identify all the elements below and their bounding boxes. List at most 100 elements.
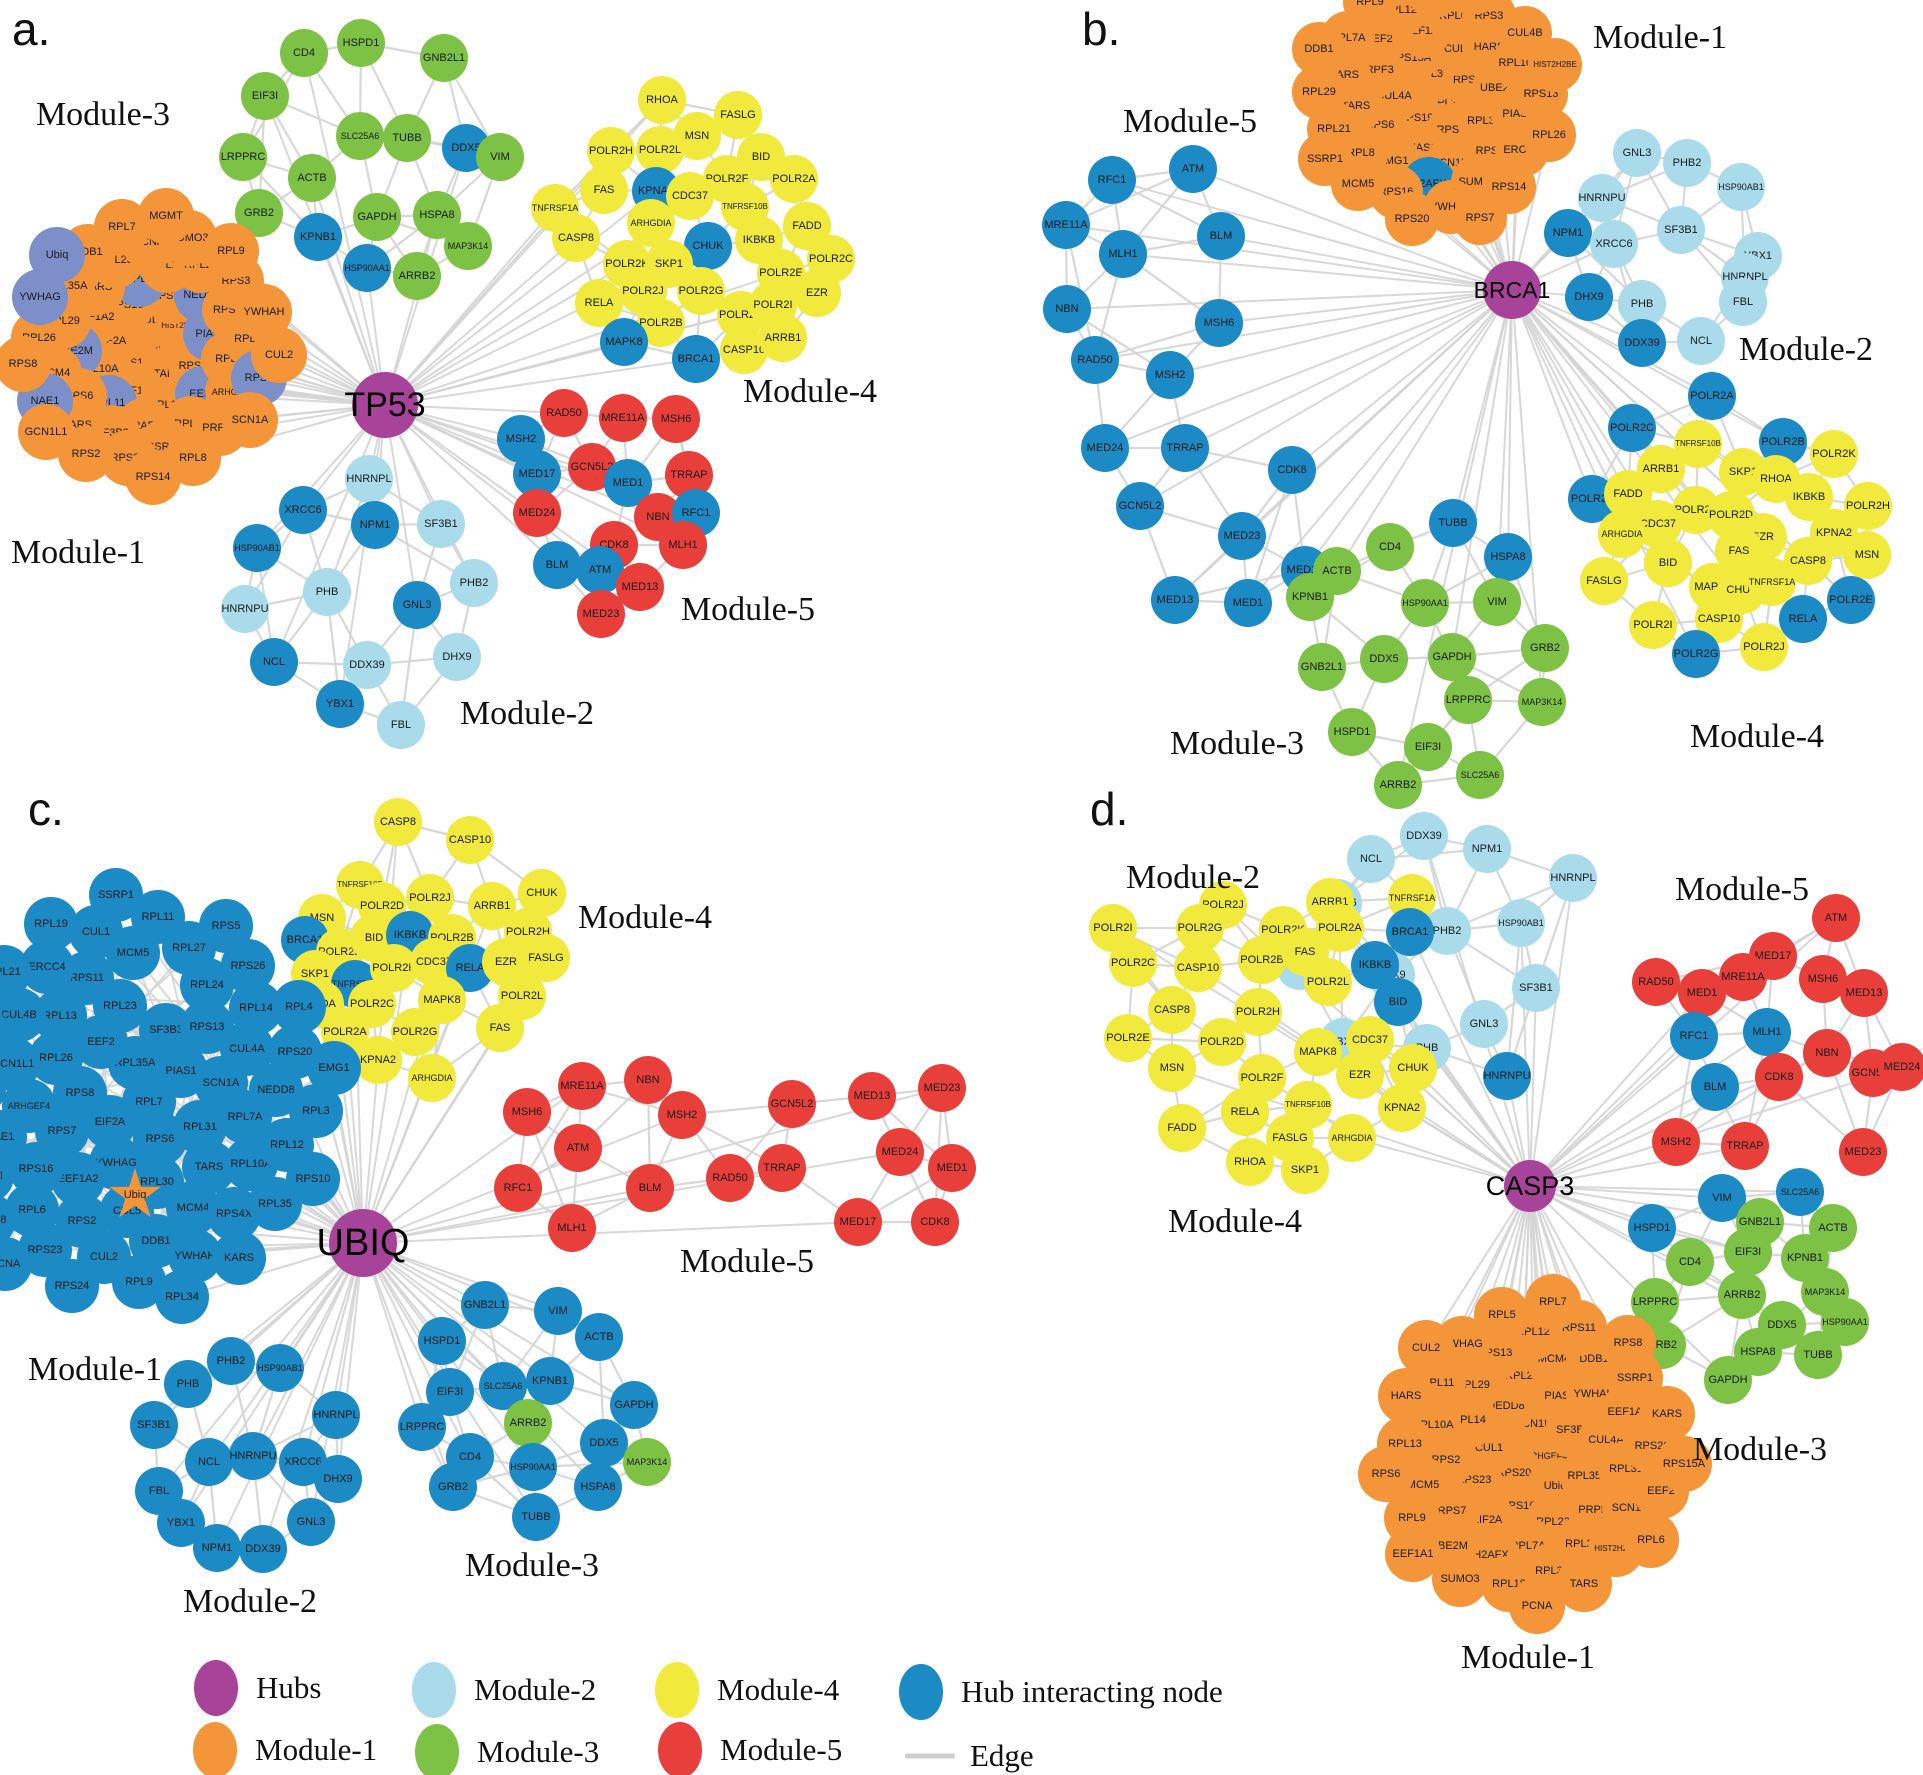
node-fbl[interactable]: FBL [377,701,425,749]
node-phb[interactable]: PHB [303,568,351,616]
node-rhoa[interactable]: RHOA [638,76,686,124]
node-rps10[interactable]: RPS10 [286,1152,340,1206]
node-polr2g[interactable]: POLR2G [677,267,725,315]
node-med1[interactable]: MED1 [928,1144,976,1192]
node-scn1a[interactable]: SCN1A [222,392,278,448]
node-mlh1[interactable]: MLH1 [548,1204,596,1252]
node-atm[interactable]: ATM [1169,145,1217,193]
node-ddx5[interactable]: DDX5 [1360,635,1408,683]
node-fadd[interactable]: FADD [1158,1104,1206,1152]
node-casp8[interactable]: CASP8 [374,798,422,846]
node-ezr[interactable]: EZR [1336,1051,1384,1099]
node-ybx1[interactable]: YBX1 [316,680,364,728]
node-xrcc6[interactable]: XRCC6 [279,486,327,534]
node-rpl7[interactable]: RPL7 [1525,1274,1581,1330]
node-polr2e[interactable]: POLR2E [1827,576,1875,624]
node-eef1a1[interactable]: EEF1A1 [1385,1526,1441,1582]
node-xrcc6[interactable]: XRCC6 [1590,220,1638,268]
node-cul2[interactable]: CUL2 [251,327,307,383]
node-polr2c[interactable]: POLR2C [1608,404,1656,452]
node-polr2a[interactable]: POLR2A [1688,372,1736,420]
node-slc25a6[interactable]: SLC25A6 [336,112,384,160]
node-gnb2l1[interactable]: GNB2L1 [461,1281,509,1329]
node-kpnb1[interactable]: KPNB1 [1286,573,1334,621]
node-pcna[interactable]: PCNA [1509,1578,1565,1634]
node-kpna2[interactable]: KPNA2 [1378,1084,1426,1132]
node-arrb2[interactable]: ARRB2 [393,252,441,300]
node-hspa8[interactable]: HSPA8 [574,1463,622,1511]
node-msn[interactable]: MSN [1148,1044,1196,1092]
node-bid[interactable]: BID [1644,539,1692,587]
node-hnrnpu[interactable]: HNRNPU [221,585,269,633]
node-cd4[interactable]: CD4 [1666,1238,1714,1286]
node-msh6[interactable]: MSH6 [1799,955,1847,1003]
node-phb2[interactable]: PHB2 [207,1337,255,1385]
node-polr2e[interactable]: POLR2E [1104,1014,1152,1062]
node-fadd[interactable]: FADD [783,202,831,250]
node-mlh1[interactable]: MLH1 [1743,1008,1791,1056]
node-cdc37[interactable]: CDC37 [666,172,714,220]
node-gcn1l1[interactable]: GCN1L1 [18,404,74,460]
node-faslg[interactable]: FASLG [1580,557,1628,605]
node-mre11a[interactable]: MRE11A [599,394,647,442]
node-kpnb1[interactable]: KPNB1 [294,213,342,261]
node-rad50[interactable]: RAD50 [1632,958,1680,1006]
node-med24[interactable]: MED24 [1081,424,1129,472]
node-hnrnpl[interactable]: HNRNPL [1549,854,1597,902]
node-blm[interactable]: BLM [533,541,581,589]
node-rpl26[interactable]: RPL26 [1522,108,1576,162]
node-casp8[interactable]: CASP8 [552,214,600,262]
node-rfc1[interactable]: RFC1 [1088,156,1136,204]
node-ncl[interactable]: NCL [1347,835,1395,883]
node-cul4b[interactable]: CUL4B [1498,6,1552,60]
node-msn[interactable]: MSN [1843,531,1891,579]
node-mapk8[interactable]: MAPK8 [1294,1028,1342,1076]
node-rps14[interactable]: RPS14 [125,449,181,505]
node-ddx5[interactable]: DDX5 [580,1419,628,1467]
node-vim[interactable]: VIM [476,133,524,181]
node-mlh1[interactable]: MLH1 [1099,230,1147,278]
node-med23[interactable]: MED23 [918,1064,966,1112]
node-blm[interactable]: BLM [626,1164,674,1212]
node-nbn[interactable]: NBN [1803,1029,1851,1077]
node-msh2[interactable]: MSH2 [1652,1118,1700,1166]
node-rps6[interactable]: RPS6 [1358,1446,1414,1502]
node-nbn[interactable]: NBN [1043,285,1091,333]
node-rfc1[interactable]: RFC1 [1670,1012,1718,1060]
node-ncl[interactable]: NCL [1677,317,1725,365]
node-vim[interactable]: VIM [1698,1174,1746,1222]
node-npm1[interactable]: NPM1 [193,1524,241,1572]
node-hsp90ab1[interactable]: HSP90AB1 [1717,163,1765,211]
node-rpl29[interactable]: RPL29 [0,1003,7,1057]
node-msh2[interactable]: MSH2 [658,1091,706,1139]
node-blm[interactable]: BLM [1197,212,1245,260]
node-polr2b[interactable]: POLR2B [1238,936,1286,984]
node-mre11a[interactable]: MRE11A [1719,953,1767,1001]
node-hnrnpu[interactable]: HNRNPU [1483,1052,1531,1100]
node-gapdh[interactable]: GAPDH [610,1381,658,1429]
node-dhx9[interactable]: DHX9 [314,1455,362,1503]
node-med13[interactable]: MED13 [848,1072,896,1120]
node-dhx9[interactable]: DHX9 [433,633,481,681]
node-polr2g[interactable]: POLR2G [1672,630,1720,678]
node-trrap[interactable]: TRRAP [758,1144,806,1192]
node-sf3b1[interactable]: SF3B1 [417,500,465,548]
node-ssrp1[interactable]: SSRP1 [89,868,143,922]
node-atm[interactable]: ATM [554,1124,602,1172]
node-ssrp1[interactable]: SSRP1 [1298,132,1352,186]
node-lrpprc[interactable]: LRPPRC [219,133,267,181]
node-eif3i[interactable]: EIF3I [241,72,289,120]
node-polr2c[interactable]: POLR2C [348,980,396,1028]
node-gnl3[interactable]: GNL3 [287,1498,335,1546]
node-msh6[interactable]: MSH6 [652,395,700,443]
node-kpna2[interactable]: KPNA2 [354,1036,402,1084]
node-fas[interactable]: FAS [580,166,628,214]
node-kpnb1[interactable]: KPNB1 [526,1357,574,1405]
node-rps20[interactable]: RPS20 [1385,192,1439,246]
node-vim[interactable]: VIM [534,1287,582,1335]
node-trrap[interactable]: TRRAP [1721,1122,1769,1170]
node-hsp90ab1[interactable]: HSP90AB1 [233,524,281,572]
node-tars[interactable]: TARS [1556,1556,1612,1612]
node-skp1[interactable]: SKP1 [1281,1146,1329,1194]
node-arhgdia[interactable]: ARHGDIA [408,1054,456,1102]
